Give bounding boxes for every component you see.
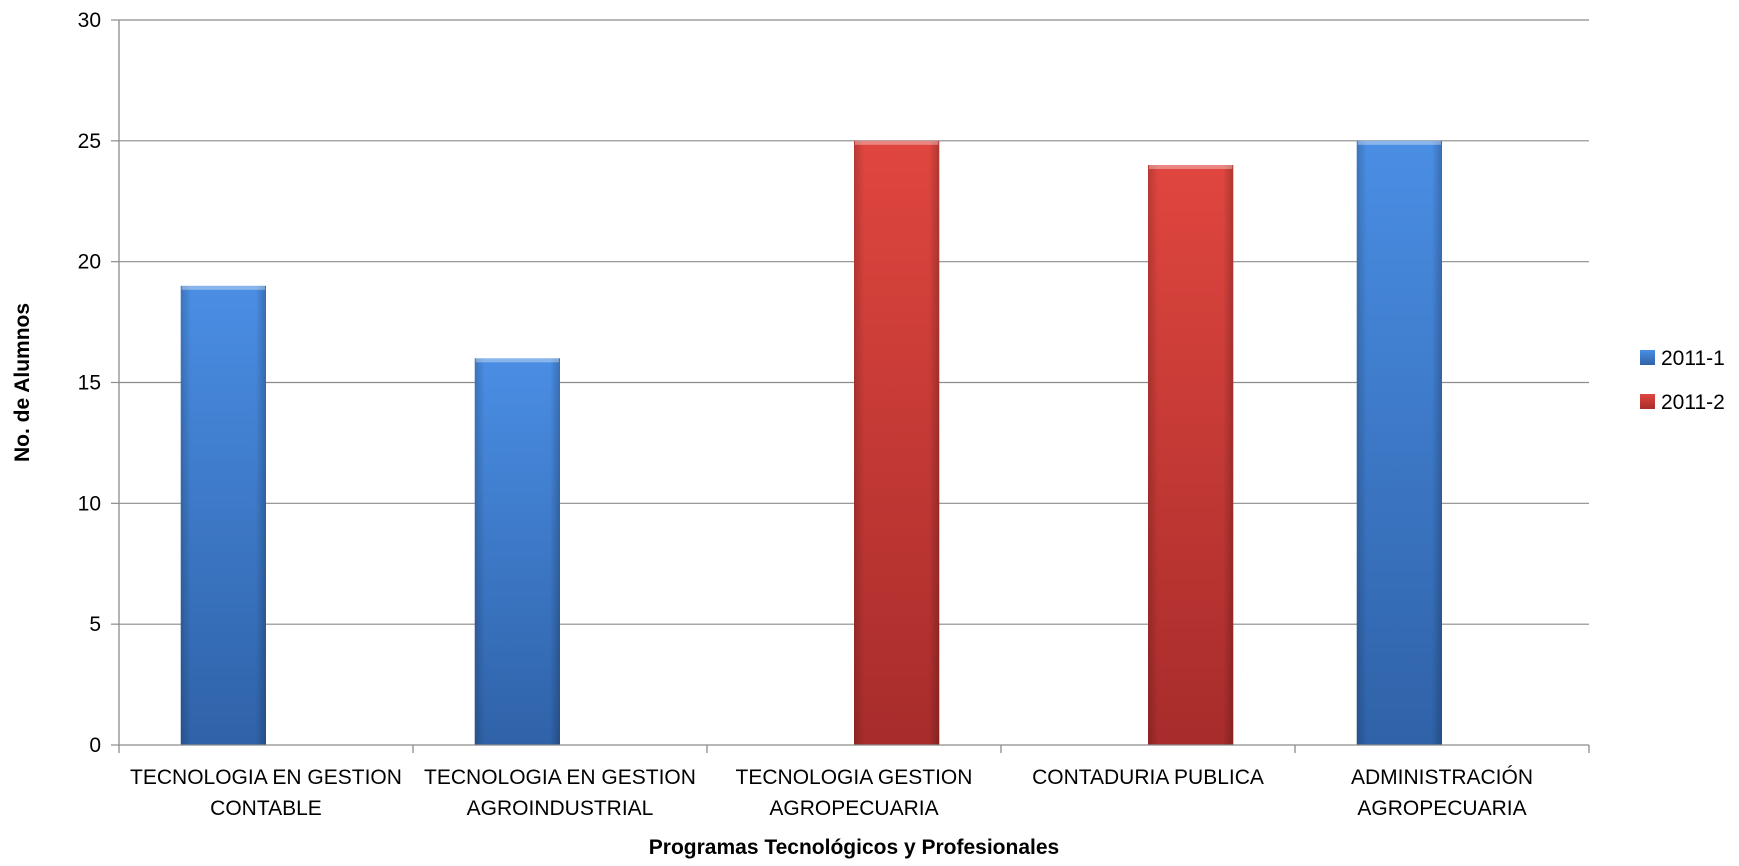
x-axis-title: Programas Tecnológicos y Profesionales	[649, 836, 1059, 859]
y-tick-label: 15	[78, 372, 101, 395]
bar-shade	[180, 285, 266, 745]
x-category-label: TECNOLOGIA GESTION AGROPECUARIA	[736, 766, 973, 820]
bar-top-highlight	[181, 285, 265, 290]
legend: 2011-1 2011-2	[1640, 347, 1725, 414]
bar-top-highlight	[855, 140, 939, 145]
bar-shade	[854, 140, 940, 746]
x-category-labels: TECNOLOGIA EN GESTION CONTABLETECNOLOGIA …	[130, 766, 1533, 820]
x-category-label-line: TECNOLOGIA EN GESTION	[130, 766, 402, 789]
x-category-label-line: AGROPECUARIA	[1357, 797, 1526, 820]
y-tick-label: 25	[78, 130, 101, 153]
bar-top-highlight	[1357, 140, 1441, 145]
x-category-label: CONTADURIA PUBLICA	[1032, 766, 1264, 789]
x-category-label: TECNOLOGIA EN GESTION AGROINDUSTRIAL	[424, 766, 696, 820]
x-category-label-line: AGROINDUSTRIAL	[467, 797, 654, 820]
y-axis-title: No. de Alumnos	[11, 303, 34, 462]
legend-label: 2011-1	[1661, 347, 1725, 370]
x-category-label: ADMINISTRACIÓN AGROPECUARIA	[1351, 766, 1533, 820]
y-tick-label: 5	[89, 613, 101, 636]
bar-shade	[1148, 165, 1234, 745]
x-category-label-line: CONTADURIA PUBLICA	[1032, 766, 1264, 789]
axes	[118, 20, 1590, 753]
legend-item: 2011-1	[1640, 347, 1725, 370]
y-tick-label: 0	[89, 734, 101, 757]
bars	[180, 140, 1442, 746]
x-category-label: TECNOLOGIA EN GESTION CONTABLE	[130, 766, 402, 820]
bar	[474, 358, 560, 745]
x-category-label-line: TECNOLOGIA EN GESTION	[424, 766, 696, 789]
bar	[1148, 165, 1234, 745]
y-tick-label: 30	[78, 9, 101, 32]
x-category-label-line: CONTABLE	[210, 797, 322, 820]
bar-top-highlight	[475, 358, 559, 363]
legend-item: 2011-2	[1640, 391, 1725, 414]
legend-swatch	[1640, 350, 1655, 365]
y-tick-label: 10	[78, 492, 101, 515]
bar-shade	[1356, 140, 1442, 746]
bar	[180, 285, 266, 745]
x-category-label-line: AGROPECUARIA	[769, 797, 938, 820]
bar	[854, 140, 940, 746]
bar-shade	[474, 358, 560, 745]
y-tick-labels: 0 5 10 15 20 25 30	[78, 9, 101, 757]
x-category-label-line: TECNOLOGIA GESTION	[736, 766, 973, 789]
bar	[1356, 140, 1442, 746]
legend-label: 2011-2	[1661, 391, 1725, 414]
x-category-label-line: ADMINISTRACIÓN	[1351, 766, 1533, 789]
bar-top-highlight	[1149, 165, 1233, 169]
legend-swatch	[1640, 394, 1655, 409]
y-tick-label: 20	[78, 251, 101, 274]
